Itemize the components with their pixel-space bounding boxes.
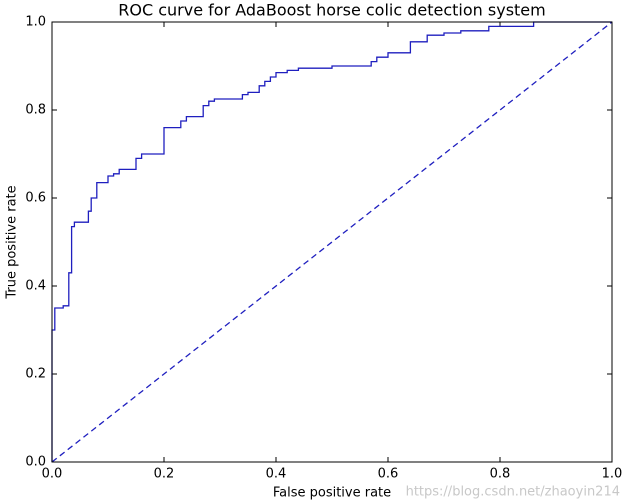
x-tick-label: 0.2 — [154, 467, 175, 482]
y-tick-label: 0.0 — [25, 455, 46, 470]
y-tick-label: 0.4 — [25, 279, 46, 294]
x-tick-label: 0.0 — [42, 467, 63, 482]
plot-frame — [51, 21, 613, 463]
y-axis-label: True positive rate — [5, 185, 20, 299]
watermark: https://blog.csdn.net/zhaoyin214 — [406, 485, 620, 500]
y-tick-label: 0.6 — [25, 191, 46, 206]
x-axis-label: False positive rate — [273, 486, 391, 501]
diagonal-line — [51, 21, 613, 463]
y-tick-label: 0.8 — [25, 103, 46, 118]
x-tick-label: 0.4 — [266, 467, 287, 482]
y-tick-label: 1.0 — [25, 15, 46, 30]
x-tick-label: 1.0 — [602, 467, 623, 482]
chart-title: ROC curve for AdaBoost horse colic detec… — [118, 1, 545, 20]
roc-curve — [51, 21, 612, 462]
x-tick-label: 0.6 — [378, 467, 399, 482]
x-tick-label: 0.8 — [490, 467, 511, 482]
y-tick-label: 0.2 — [25, 367, 46, 382]
